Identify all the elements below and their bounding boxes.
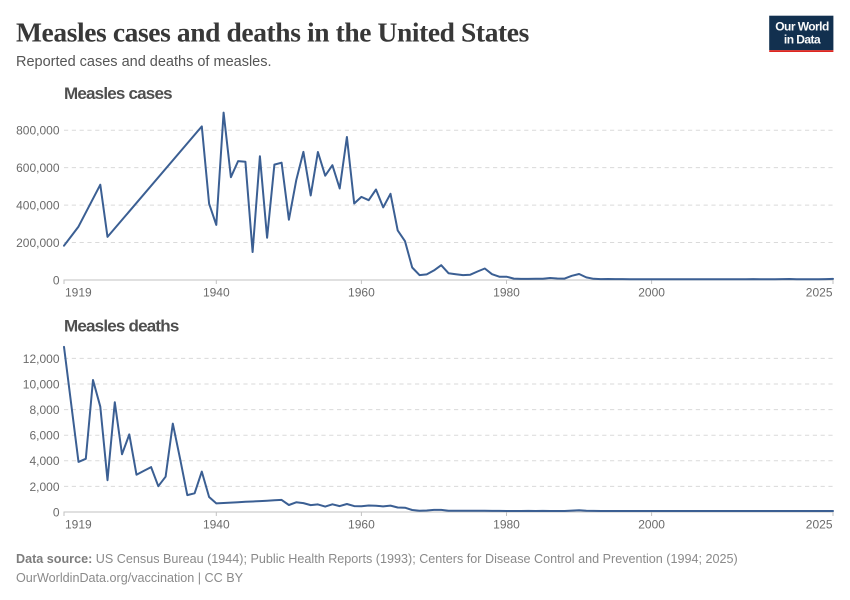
svg-text:1919: 1919	[65, 518, 92, 532]
svg-text:1960: 1960	[348, 518, 375, 532]
svg-text:6,000: 6,000	[29, 429, 59, 443]
svg-text:Measles deaths: Measles deaths	[64, 317, 179, 336]
svg-text:600,000: 600,000	[16, 161, 60, 175]
svg-text:200,000: 200,000	[16, 236, 60, 250]
svg-text:2000: 2000	[638, 518, 665, 532]
svg-text:Reported cases and deaths of m: Reported cases and deaths of measles.	[16, 54, 272, 70]
svg-text:2,000: 2,000	[29, 480, 59, 494]
svg-text:8,000: 8,000	[29, 403, 59, 417]
svg-text:Our World: Our World	[775, 19, 829, 33]
svg-text:1940: 1940	[203, 518, 230, 532]
svg-text:1940: 1940	[203, 285, 230, 299]
svg-text:1960: 1960	[348, 285, 375, 299]
svg-text:OurWorldinData.org/vaccination: OurWorldinData.org/vaccination | CC BY	[16, 571, 244, 585]
svg-text:Measles cases and deaths in th: Measles cases and deaths in the United S…	[16, 17, 530, 48]
svg-text:4,000: 4,000	[29, 454, 59, 468]
svg-text:12,000: 12,000	[23, 352, 60, 366]
svg-text:10,000: 10,000	[23, 377, 60, 391]
svg-text:800,000: 800,000	[16, 124, 60, 138]
svg-text:1980: 1980	[493, 285, 520, 299]
svg-text:in Data: in Data	[784, 32, 821, 46]
svg-text:Measles cases: Measles cases	[64, 84, 172, 103]
svg-text:2025: 2025	[806, 518, 833, 532]
svg-text:0: 0	[53, 273, 60, 287]
svg-text:1980: 1980	[493, 518, 520, 532]
svg-text:2000: 2000	[638, 285, 665, 299]
svg-text:1919: 1919	[65, 285, 92, 299]
svg-text:2025: 2025	[806, 285, 833, 299]
svg-text:Data source: US Census Bureau: Data source: US Census Bureau (1944); Pu…	[16, 552, 738, 566]
svg-text:0: 0	[53, 505, 60, 519]
svg-text:400,000: 400,000	[16, 198, 60, 212]
